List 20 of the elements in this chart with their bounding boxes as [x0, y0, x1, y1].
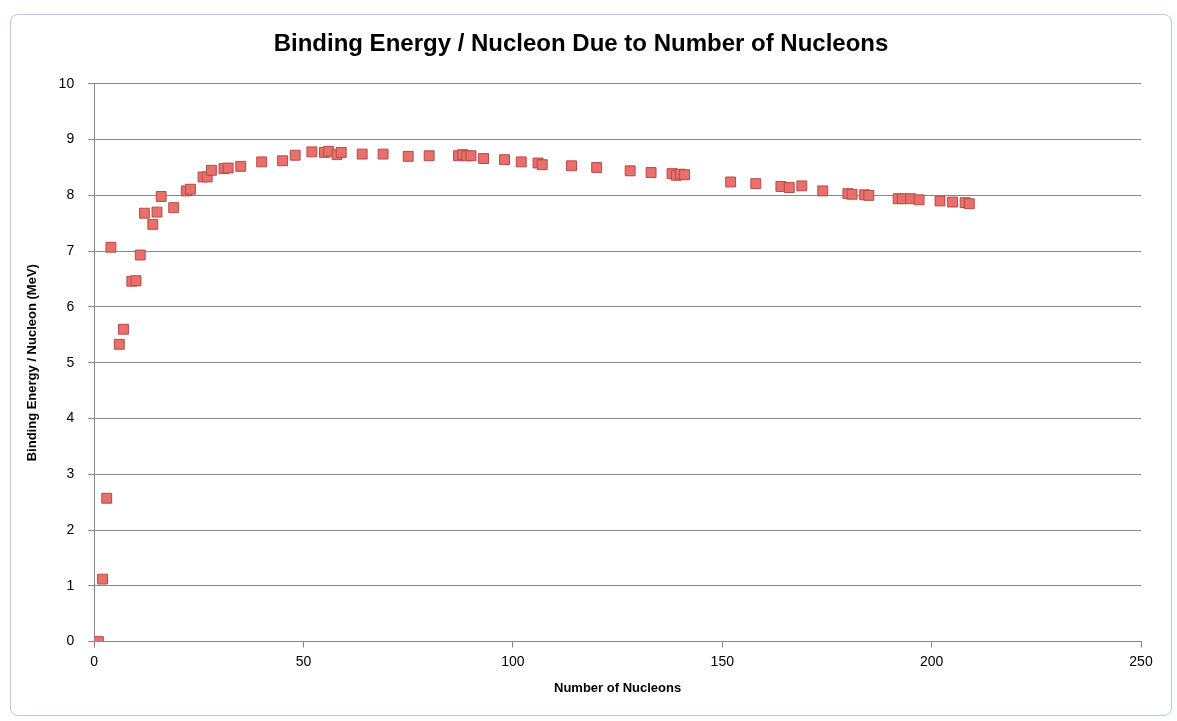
x-axis-title: Number of Nucleons: [554, 679, 682, 695]
y-tick-label: 0: [66, 632, 75, 649]
x-tick-label: 50: [295, 652, 312, 669]
y-tick-label: 10: [58, 74, 75, 91]
y-tick-label: 5: [66, 353, 75, 370]
x-tick-label: 250: [1129, 652, 1153, 669]
x-tick-label: 150: [710, 652, 735, 669]
y-tick-label: 3: [66, 465, 75, 482]
x-tick-label: 100: [501, 652, 525, 669]
chart-title: Binding Energy / Nucleon Due to Number of Nucleons: [273, 29, 889, 57]
y-tick-label: 4: [66, 409, 75, 426]
y-tick-label: 6: [66, 297, 75, 314]
y-axis-title: Binding Energy / Nucleon (MeV): [24, 264, 40, 462]
x-tick-label: 0: [90, 652, 99, 669]
y-tick-label: 2: [66, 520, 75, 537]
y-tick-label: 7: [66, 242, 75, 258]
y-tick-label: 1: [66, 576, 75, 593]
y-tick-label: 9: [66, 130, 75, 147]
y-tick-label: 8: [66, 186, 75, 203]
x-tick-label: 200: [919, 652, 944, 669]
